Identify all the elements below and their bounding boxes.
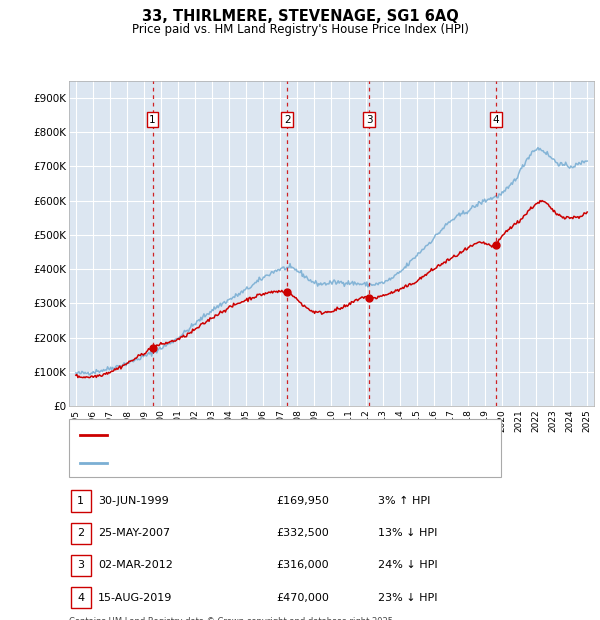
Text: 4: 4 [77, 593, 84, 603]
Text: 25-MAY-2007: 25-MAY-2007 [98, 528, 170, 538]
Text: 23% ↓ HPI: 23% ↓ HPI [378, 593, 437, 603]
Text: £316,000: £316,000 [276, 560, 329, 570]
Text: £169,950: £169,950 [276, 496, 329, 506]
Text: 3% ↑ HPI: 3% ↑ HPI [378, 496, 430, 506]
Text: 1: 1 [149, 115, 156, 125]
Text: £332,500: £332,500 [276, 528, 329, 538]
Text: £470,000: £470,000 [276, 593, 329, 603]
Text: 02-MAR-2012: 02-MAR-2012 [98, 560, 173, 570]
Text: 13% ↓ HPI: 13% ↓ HPI [378, 528, 437, 538]
Text: 2: 2 [77, 528, 84, 538]
Text: HPI: Average price, detached house, North Hertfordshire: HPI: Average price, detached house, Nort… [113, 458, 394, 467]
Text: Price paid vs. HM Land Registry's House Price Index (HPI): Price paid vs. HM Land Registry's House … [131, 23, 469, 36]
Text: 2: 2 [284, 115, 290, 125]
Text: 33, THIRLMERE, STEVENAGE, SG1 6AQ (detached house): 33, THIRLMERE, STEVENAGE, SG1 6AQ (detac… [113, 430, 396, 440]
Text: 24% ↓ HPI: 24% ↓ HPI [378, 560, 437, 570]
Text: 3: 3 [77, 560, 84, 570]
Text: Contains HM Land Registry data © Crown copyright and database right 2025.: Contains HM Land Registry data © Crown c… [69, 617, 395, 620]
Text: 30-JUN-1999: 30-JUN-1999 [98, 496, 169, 506]
Text: 3: 3 [365, 115, 373, 125]
Text: 15-AUG-2019: 15-AUG-2019 [98, 593, 172, 603]
Text: 4: 4 [493, 115, 499, 125]
Text: 33, THIRLMERE, STEVENAGE, SG1 6AQ: 33, THIRLMERE, STEVENAGE, SG1 6AQ [142, 9, 458, 24]
Text: 1: 1 [77, 496, 84, 506]
